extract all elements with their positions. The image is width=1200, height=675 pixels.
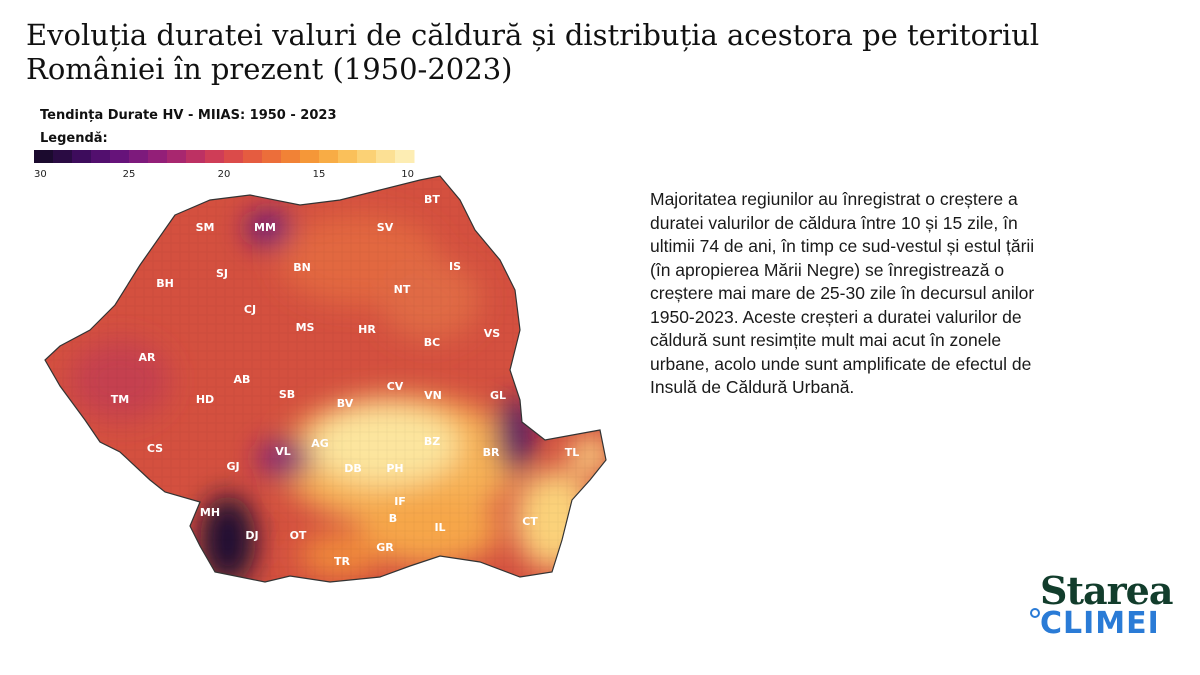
county-label: BR [483,446,500,459]
county-label: SJ [216,267,228,280]
county-label: CJ [244,303,256,316]
legend-tick-label: 20 [218,169,231,180]
county-label: BT [424,193,440,206]
description-line: ultimii 74 de ani, în timp ce sud-vestul… [650,236,1035,256]
title: Evoluția duratei valuri de căldură și di… [26,18,1126,86]
county-label: BV [337,397,354,410]
county-label: BC [424,336,440,349]
legend-swatch [72,150,92,163]
county-label: HR [358,323,376,336]
description: Majoritatea regiunilor au înregistrat o … [650,188,1170,400]
legend-swatch [148,150,168,163]
county-label: BZ [424,435,440,448]
legend-swatch [338,150,358,163]
logo-dot [1030,608,1040,618]
county-label: IL [434,521,445,534]
county-label: IF [394,495,406,508]
county-label: SV [377,221,394,234]
county-label: GR [376,541,394,554]
county-label: CS [147,442,163,455]
legend-swatch [243,150,263,163]
legend-title: Legendă: [40,131,108,146]
legend-swatch [167,150,187,163]
description-line: duratei valurilor de căldura între 10 și… [650,212,1018,233]
county-label: VS [484,327,501,340]
heat-map [45,176,606,582]
description-line: Majoritatea regiunilor au înregistrat o … [650,189,1018,209]
county-label: MH [200,506,220,519]
county-label: HD [196,393,214,406]
legend-swatch [376,150,396,163]
description-line: 1950-2023. Aceste creșteri a duratei val… [650,306,1022,327]
county-label: MS [296,321,315,334]
legend-tick-label: 25 [123,169,136,180]
county-label: IS [449,260,461,273]
county-label: VL [275,445,291,458]
county-label: AG [311,437,329,450]
legend-tick-label: 30 [34,169,47,180]
county-label: B [389,512,397,525]
legend-swatch [110,150,130,163]
map: Tendința Durate HV - MIIAS: 1950 - 2023 … [34,108,607,583]
legend-swatch [319,150,339,163]
county-label: VN [424,389,442,402]
legend-swatch [281,150,301,163]
title-line: României în prezent (1950-2023) [26,52,513,86]
title-line: Evoluția duratei valuri de căldură și di… [26,18,1040,52]
county-label: SB [279,388,295,401]
legend-swatch [34,150,54,163]
county-label: DB [344,462,362,475]
county-label: GJ [226,460,239,473]
description-line: creștere mai mare de 25-30 zile în decur… [650,283,1035,303]
county-label: TL [565,446,580,459]
legend-swatch [300,150,320,163]
description-line: urbane, acolo unde sunt amplificate de e… [650,353,1032,374]
county-label: OT [290,529,307,542]
county-label: DJ [245,529,258,542]
legend-swatch [205,150,225,163]
legend-swatch [186,150,206,163]
legend-swatch [262,150,282,163]
description-line: căldură sunt resimțite mult mai acut în … [650,330,1002,350]
county-label: AR [139,351,157,364]
legend-swatch [53,150,73,163]
description-line: Insulă de Căldură Urbană. [650,377,855,397]
legend-swatch [91,150,111,163]
county-label: SM [196,221,215,234]
county-label: GL [490,389,506,402]
legend-swatch [357,150,377,163]
logo: Starea CLIMEI [1030,568,1180,648]
county-label: PH [386,462,403,475]
legend-swatch [129,150,149,163]
description-line: (în apropierea Mării Negre) se înregistr… [650,259,1005,280]
county-label: AB [234,373,251,386]
county-label: TM [111,393,129,406]
map-subtitle: Tendința Durate HV - MIIAS: 1950 - 2023 [40,108,337,123]
legend-tick-label: 10 [401,169,414,180]
legend-swatch [395,150,415,163]
logo-bottom: CLIMEI [1040,606,1160,641]
grid-cells [45,176,606,582]
county-label: NT [394,283,411,296]
county-label: TR [334,555,351,568]
legend-swatch [224,150,244,163]
legend: 30 25 20 15 10 [34,150,415,180]
county-label: CV [387,380,404,393]
county-label: CT [522,515,538,528]
county-label: BH [156,277,174,290]
logo-top: Starea [1040,568,1173,613]
county-labels: SM MM BT SV SJ BN IS BH CJ NT MS HR BC VS AR AB CV VN TM HD… [111,193,579,568]
county-label: BN [293,261,311,274]
county-label: MM [254,221,276,234]
legend-tick-label: 15 [313,169,326,180]
